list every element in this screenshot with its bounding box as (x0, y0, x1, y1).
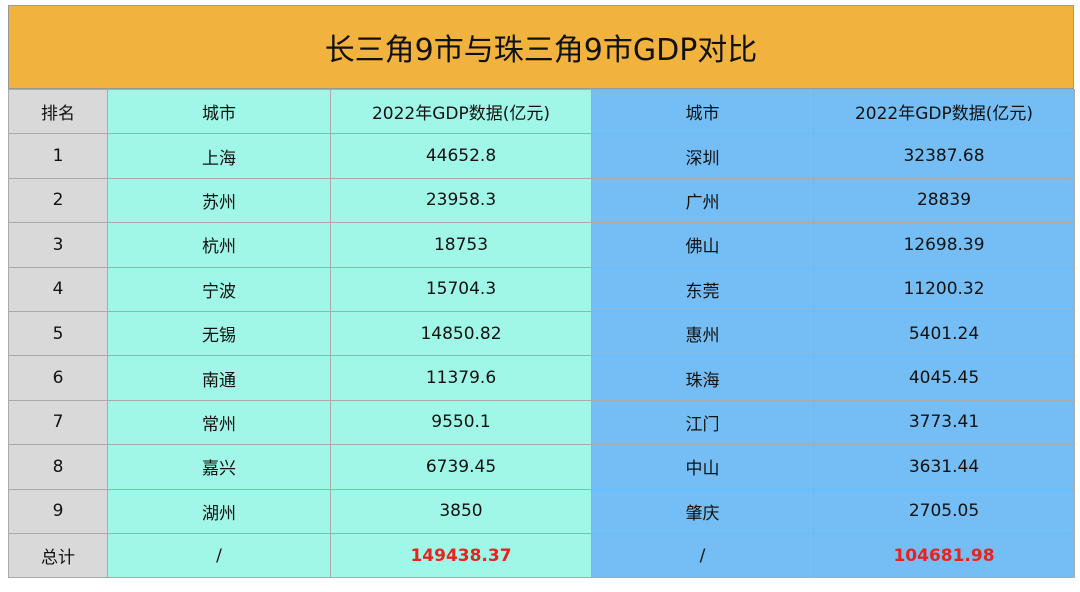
data-row: 1 上海 44652.8 深圳 32387.68 (8, 133, 1075, 179)
total-row-cell: / (107, 532, 331, 579)
data-row-cell: 15704.3 (330, 266, 592, 312)
data-row-cell: 3 (8, 222, 108, 268)
header-row-cell: 城市 (107, 88, 331, 135)
header-row-cell: 2022年GDP数据(亿元) (813, 88, 1075, 135)
data-row: 3 杭州 18753 佛山 12698.39 (8, 222, 1075, 268)
data-row-cell: 佛山 (591, 222, 814, 268)
data-row-cell: 3773.41 (813, 399, 1075, 446)
data-row-cell: 常州 (107, 399, 331, 446)
data-row: 2 苏州 23958.3 广州 28839 (8, 177, 1075, 224)
total-row-cell: / (591, 532, 814, 579)
header-row-cell: 排名 (8, 88, 108, 135)
data-row: 8 嘉兴 6739.45 中山 3631.44 (8, 444, 1075, 490)
data-row-cell: 9 (8, 488, 108, 534)
data-row-cell: 深圳 (591, 133, 814, 179)
data-row-cell: 肇庆 (591, 488, 814, 534)
data-row-cell: 湖州 (107, 488, 331, 534)
data-row-cell: 6739.45 (330, 444, 592, 490)
data-row-cell: 14850.82 (330, 310, 592, 357)
total-row-cell: 149438.37 (330, 532, 592, 579)
data-row-cell: 珠海 (591, 355, 814, 401)
data-row-cell: 5 (8, 310, 108, 357)
data-row-cell: 苏州 (107, 177, 331, 224)
data-row-cell: 宁波 (107, 266, 331, 312)
data-row-cell: 32387.68 (813, 133, 1075, 179)
data-row-cell: 1 (8, 133, 108, 179)
total-row-cell: 总计 (8, 532, 108, 579)
data-row-cell: 2705.05 (813, 488, 1075, 534)
header-row-cell: 城市 (591, 88, 814, 135)
data-row-cell: 11379.6 (330, 355, 592, 401)
data-row: 7 常州 9550.1 江门 3773.41 (8, 399, 1075, 446)
table-card: 长三角9市与珠三角9市GDP对比 排名 城市 2022年GDP数据(亿元) 城市 202… (8, 5, 1075, 579)
data-row-cell: 18753 (330, 222, 592, 268)
data-row-cell: 3631.44 (813, 444, 1075, 490)
data-row-cell: 惠州 (591, 310, 814, 357)
data-row: 4 宁波 15704.3 东莞 11200.32 (8, 266, 1075, 312)
data-row-cell: 23958.3 (330, 177, 592, 224)
data-row-cell: 8 (8, 444, 108, 490)
gdp-table: 排名 城市 2022年GDP数据(亿元) 城市 2022年GDP数据(亿元) 1 上海 446… (8, 88, 1075, 579)
data-row-cell: 4045.45 (813, 355, 1075, 401)
data-row-cell: 无锡 (107, 310, 331, 357)
header-row-cell: 2022年GDP数据(亿元) (330, 88, 592, 135)
header-row: 排名 城市 2022年GDP数据(亿元) 城市 2022年GDP数据(亿元) (8, 88, 1075, 135)
data-row: 5 无锡 14850.82 惠州 5401.24 (8, 310, 1075, 357)
data-row-cell: 6 (8, 355, 108, 401)
data-row-cell: 12698.39 (813, 222, 1075, 268)
data-row: 9 湖州 3850 肇庆 2705.05 (8, 488, 1075, 534)
data-row-cell: 2 (8, 177, 108, 224)
data-row-cell: 广州 (591, 177, 814, 224)
data-row-cell: 嘉兴 (107, 444, 331, 490)
data-row: 6 南通 11379.6 珠海 4045.45 (8, 355, 1075, 401)
data-row-cell: 上海 (107, 133, 331, 179)
data-row-cell: 4 (8, 266, 108, 312)
data-row-cell: 杭州 (107, 222, 331, 268)
data-row-cell: 28839 (813, 177, 1075, 224)
data-row-cell: 9550.1 (330, 399, 592, 446)
data-row-cell: 3850 (330, 488, 592, 534)
data-row-cell: 11200.32 (813, 266, 1075, 312)
data-row-cell: 7 (8, 399, 108, 446)
data-row-cell: 44652.8 (330, 133, 592, 179)
data-row-cell: 中山 (591, 444, 814, 490)
title: 长三角9市与珠三角9市GDP对比 (8, 5, 1074, 89)
total-row: 总计/149438.37/104681.98 (8, 532, 1075, 579)
total-row-cell: 104681.98 (813, 532, 1075, 579)
data-row-cell: 5401.24 (813, 310, 1075, 357)
data-row-cell: 南通 (107, 355, 331, 401)
data-row-cell: 江门 (591, 399, 814, 446)
data-row-cell: 东莞 (591, 266, 814, 312)
